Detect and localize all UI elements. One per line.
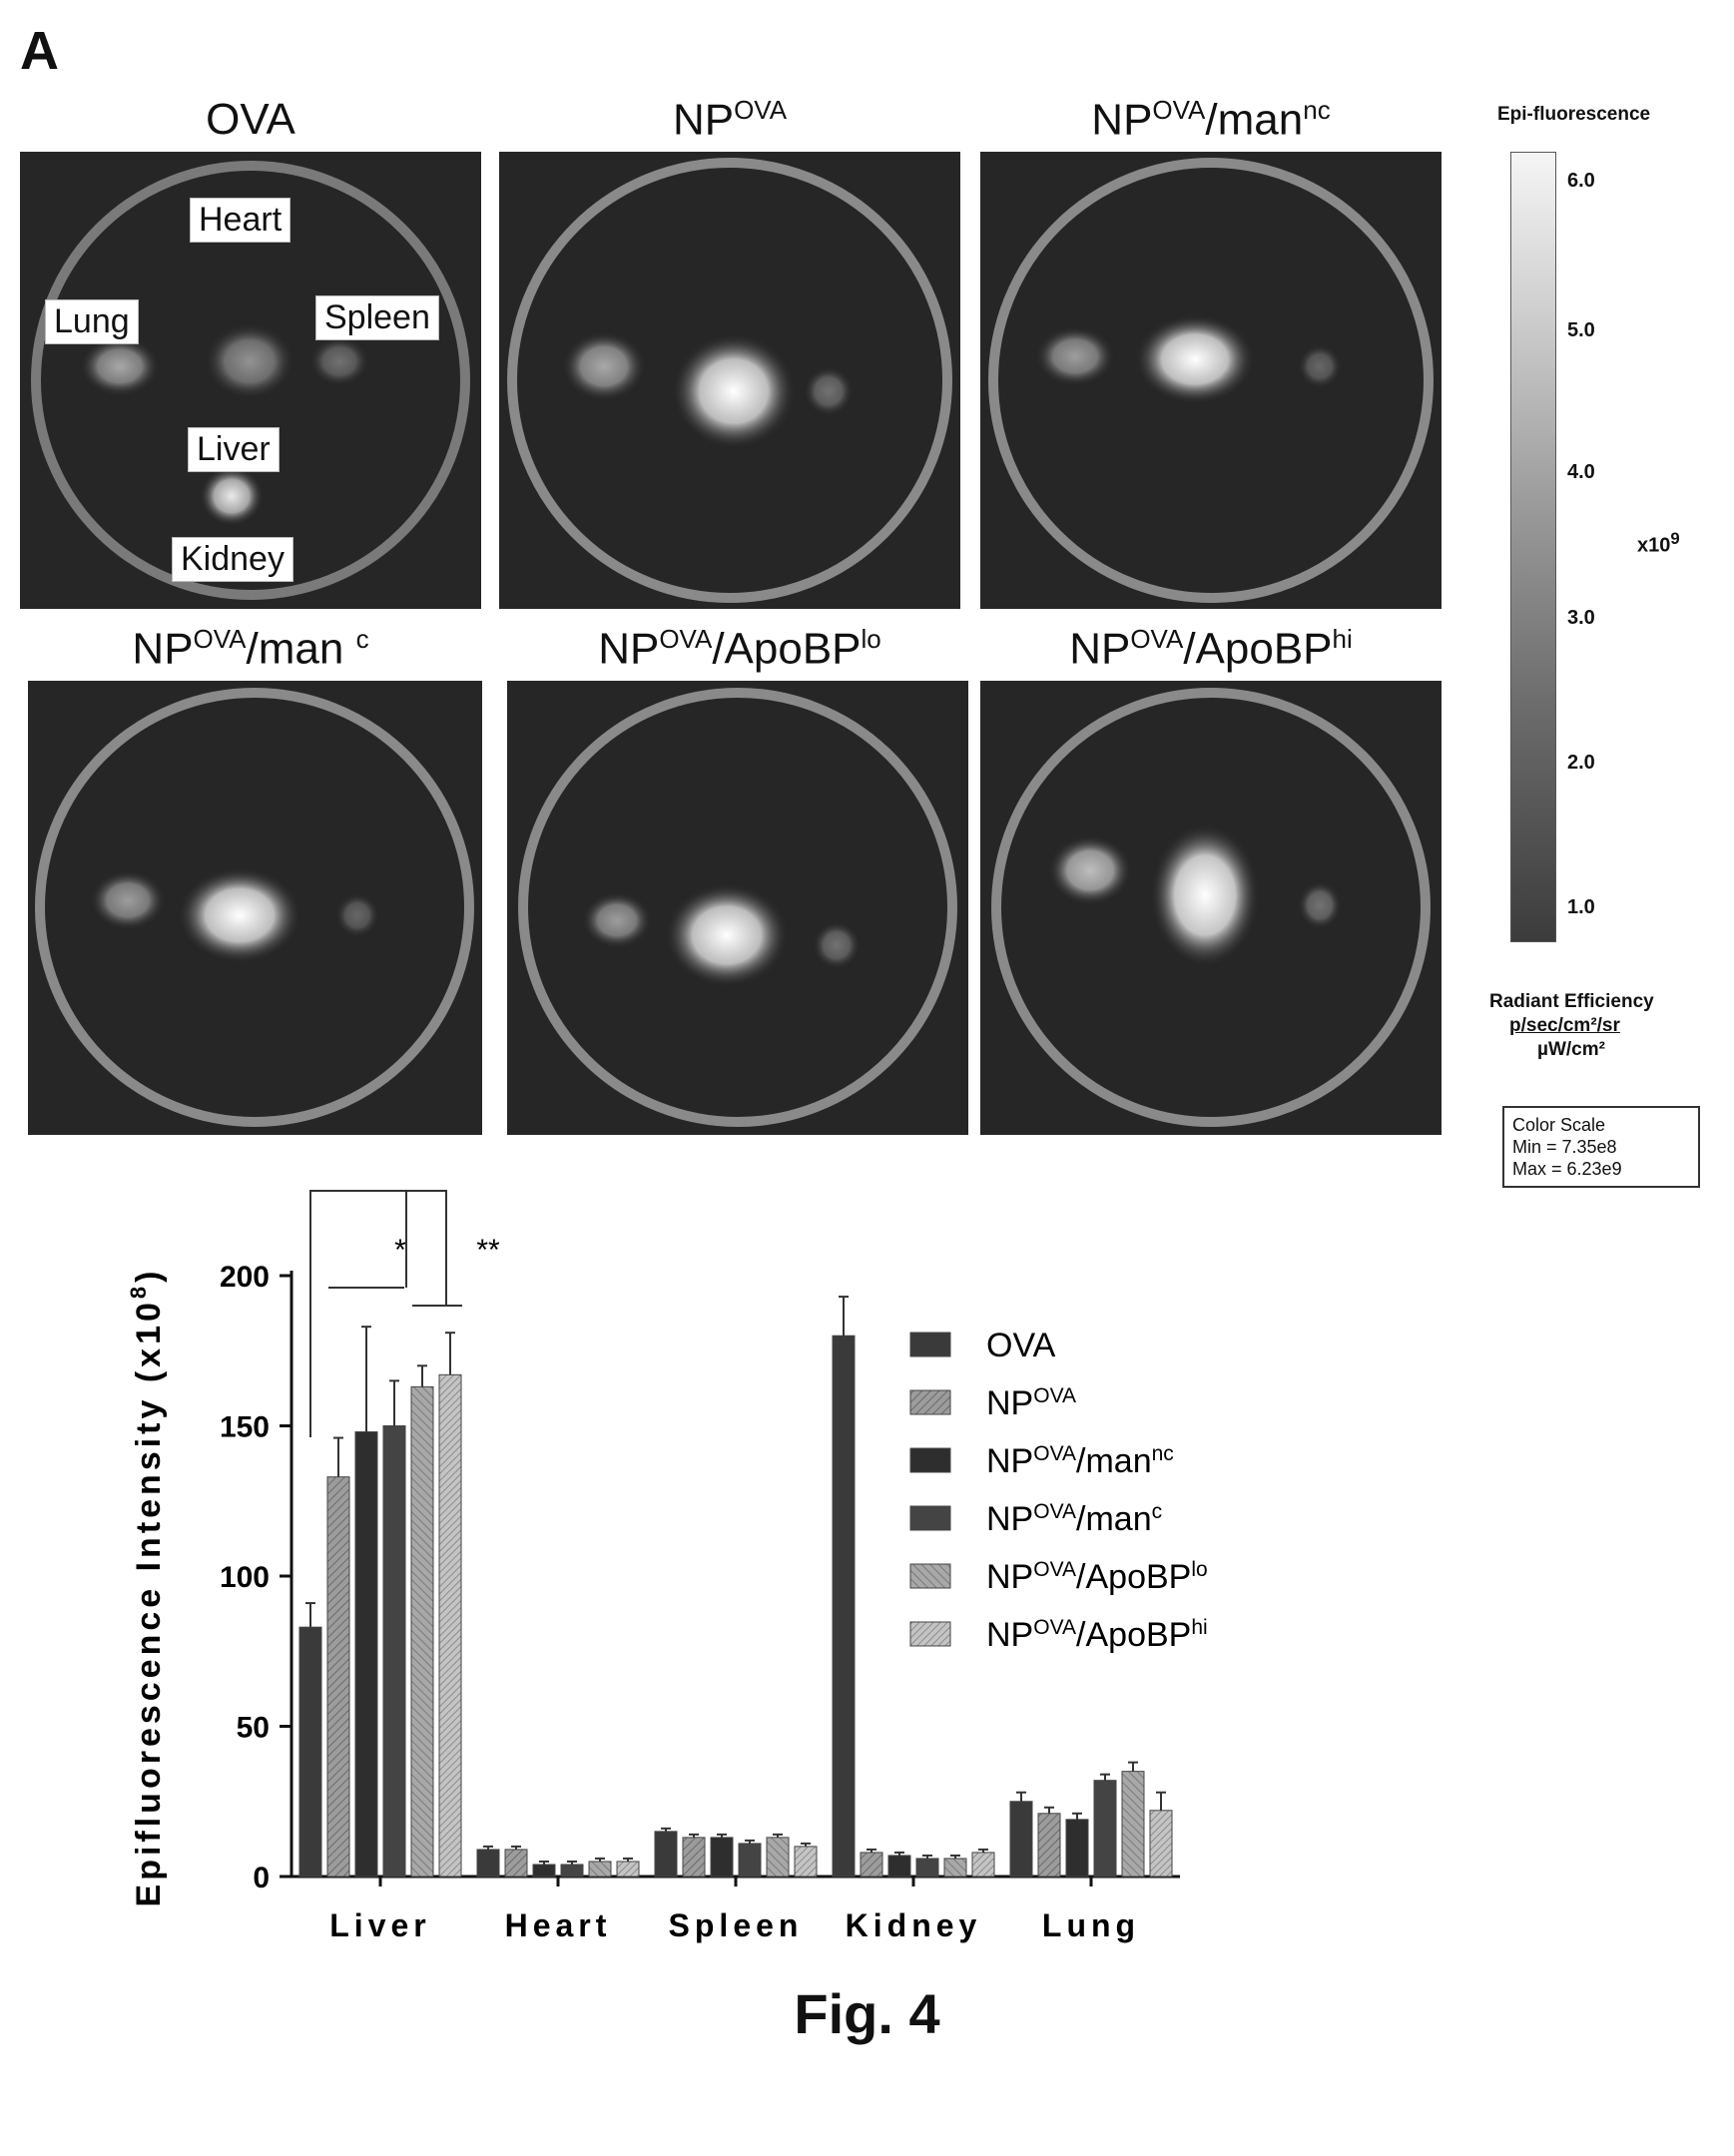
legend-label: NPOVA/ApoBPlo <box>986 1558 1208 1596</box>
significance-star: ** <box>476 1234 500 1267</box>
bar-kidney-3 <box>887 1855 911 1878</box>
organ-label-lung: Lung <box>45 299 139 344</box>
bar-heart-3 <box>532 1864 556 1878</box>
bar-lung-6 <box>1149 1810 1173 1878</box>
bar-liver-4 <box>382 1425 406 1878</box>
bar-spleen-3 <box>710 1837 734 1878</box>
colorbar-tick: 5.0 <box>1567 319 1595 341</box>
x-tick-label: Spleen <box>669 1907 804 1943</box>
bar-heart-2 <box>504 1849 528 1878</box>
organ-image-np-ova-apobp-hi <box>980 681 1442 1135</box>
y-tick-label: 50 <box>237 1712 270 1745</box>
bar-heart-6 <box>616 1861 640 1878</box>
bar-heart-4 <box>560 1864 584 1878</box>
bar-liver-5 <box>410 1385 434 1878</box>
legend-label: NPOVA/ApoBPhi <box>986 1616 1208 1654</box>
organ-label-spleen: Spleen <box>315 295 439 340</box>
legend-label: NPOVA/manc <box>986 1500 1162 1538</box>
radiant-efficiency-label: Radiant Efficiency p/sec/cm²/sr µW/cm² <box>1489 991 1654 1060</box>
organ-label-heart: Heart <box>190 198 291 243</box>
colorbar <box>1510 152 1556 942</box>
x-tick-label: Kidney <box>846 1907 982 1943</box>
legend-swatch <box>909 1332 951 1357</box>
panel-label: A <box>20 21 59 81</box>
bar-spleen-1 <box>654 1831 678 1878</box>
bar-lung-2 <box>1037 1813 1061 1878</box>
image-title-6: NPOVA/ApoBPhi <box>1069 624 1353 674</box>
legend-swatch <box>909 1505 951 1531</box>
figure-caption: Fig. 4 <box>794 1982 940 2045</box>
organ-image-np-ova-man-nc <box>980 152 1442 609</box>
bar-lung-4 <box>1093 1780 1117 1878</box>
organ-label-kidney: Kidney <box>172 537 293 582</box>
bar-liver-6 <box>438 1373 462 1878</box>
y-tick-label: 100 <box>220 1561 270 1594</box>
significance-star: * <box>394 1234 406 1267</box>
bar-spleen-5 <box>766 1837 790 1878</box>
color-scale-box: Color Scale Min = 7.35e8 Max = 6.23e9 <box>1502 1106 1700 1188</box>
y-axis-label: Epifluorescence Intensity (x108) <box>126 1268 168 1907</box>
y-tick-label: 150 <box>220 1411 270 1444</box>
legend-swatch <box>909 1447 951 1473</box>
bar-spleen-2 <box>682 1837 706 1878</box>
legend-swatch <box>909 1389 951 1415</box>
organ-image-np-ova-man-c <box>28 681 482 1135</box>
image-title-3: NPOVA/mannc <box>1091 95 1331 145</box>
colorbar-tick: 2.0 <box>1567 752 1595 774</box>
bar-kidney-1 <box>832 1335 856 1878</box>
bar-lung-5 <box>1121 1771 1145 1878</box>
organ-image-np-ova-apobp-lo <box>507 681 968 1135</box>
significance-bracket <box>406 1190 447 1306</box>
colorbar-tick: 1.0 <box>1567 896 1595 918</box>
bar-kidney-6 <box>971 1852 995 1878</box>
bar-lung-3 <box>1065 1819 1089 1878</box>
bar-lung-1 <box>1009 1801 1033 1878</box>
organ-label-liver: Liver <box>188 427 280 472</box>
bar-kidney-4 <box>915 1858 939 1878</box>
x-tick-label: Liver <box>329 1907 430 1943</box>
image-title-5: NPOVA/ApoBPlo <box>598 624 881 674</box>
y-tick-label: 0 <box>253 1862 270 1894</box>
bar-liver-2 <box>326 1476 350 1878</box>
image-title-4: NPOVA/man c <box>132 624 369 674</box>
image-title-1: OVA <box>206 95 295 144</box>
legend-label: NPOVA <box>986 1384 1076 1422</box>
legend-label: OVA <box>986 1327 1056 1364</box>
bar-liver-3 <box>354 1431 378 1878</box>
bar-liver-1 <box>298 1626 322 1878</box>
x-tick-label: Lung <box>1042 1907 1140 1943</box>
significance-bracket <box>309 1190 407 1437</box>
bar-kidney-5 <box>943 1858 967 1878</box>
y-tick-label: 200 <box>220 1261 270 1294</box>
x-tick-label: Heart <box>505 1907 612 1943</box>
bar-heart-5 <box>588 1861 612 1878</box>
colorbar-multiplier: x109 <box>1637 529 1680 557</box>
bar-kidney-2 <box>860 1852 883 1878</box>
legend-swatch <box>909 1563 951 1589</box>
colorbar-tick: 3.0 <box>1567 607 1595 629</box>
legend-swatch <box>909 1621 951 1647</box>
colorbar-title: Epi-fluorescence <box>1497 104 1651 125</box>
colorbar-tick: 4.0 <box>1567 461 1595 483</box>
bar-spleen-6 <box>794 1846 818 1878</box>
bar-heart-1 <box>476 1849 500 1878</box>
colorbar-tick: 6.0 <box>1567 170 1595 192</box>
legend-label: NPOVA/mannc <box>986 1442 1174 1480</box>
bar-spleen-4 <box>738 1843 762 1878</box>
image-title-2: NPOVA <box>672 95 788 145</box>
organ-image-np-ova <box>499 152 960 609</box>
